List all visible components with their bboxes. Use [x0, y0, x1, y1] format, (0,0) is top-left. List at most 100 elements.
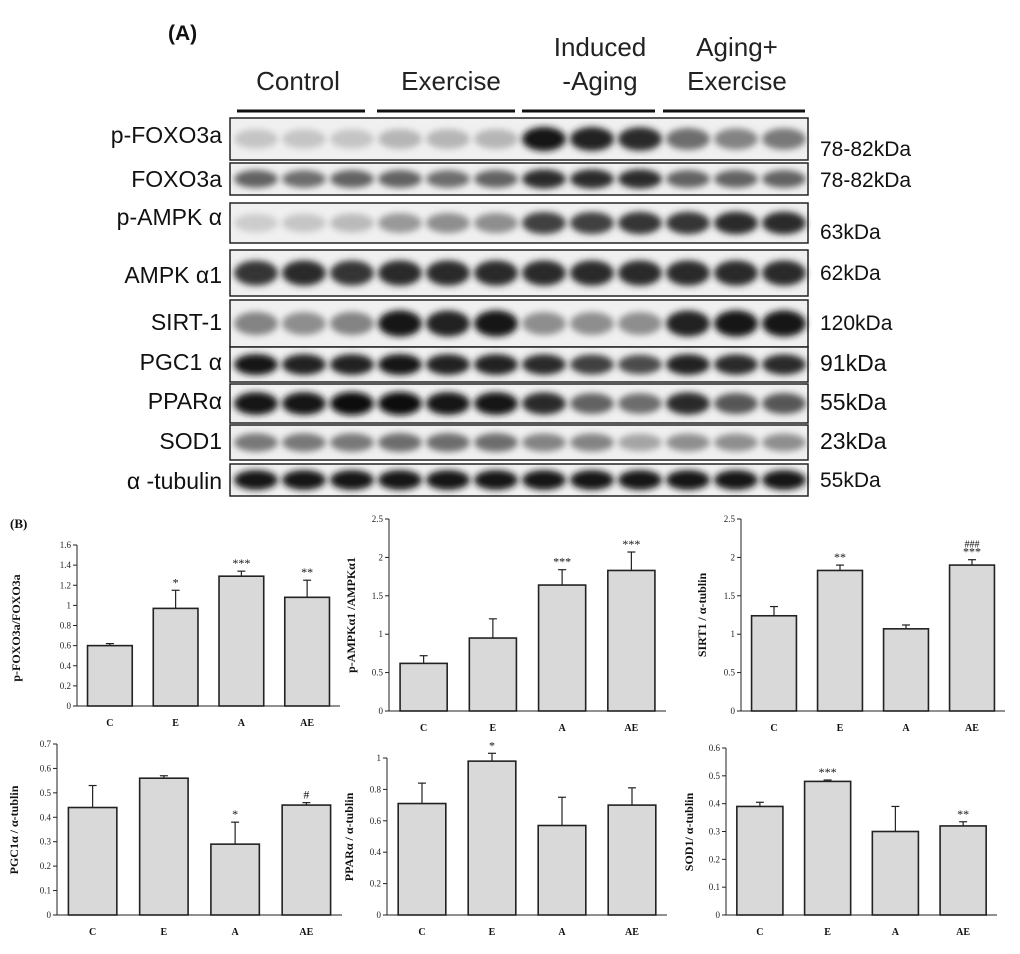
blot-band — [666, 128, 710, 150]
blot-band — [474, 170, 518, 188]
protein-label: FOXO3a — [131, 166, 222, 192]
blot-band — [666, 211, 710, 235]
blot-band — [714, 310, 758, 337]
blot-band — [378, 391, 422, 416]
category-label: E — [489, 927, 496, 938]
category-label: C — [770, 723, 777, 734]
blot-band — [474, 392, 518, 415]
y-axis-label: SOD1/ α-tublin — [682, 792, 696, 871]
blot-band — [378, 353, 422, 376]
blot-band — [570, 127, 614, 151]
y-axis-label: PPARα / α-tublin — [342, 792, 356, 881]
y-tick-label: 2 — [731, 552, 736, 562]
blot-band — [618, 311, 662, 336]
blot-band — [714, 433, 758, 452]
category-label: AE — [625, 927, 639, 938]
blot-band — [618, 354, 662, 375]
y-axis-label: PGC1α / α-tublin — [7, 785, 21, 874]
y-tick-label: 2 — [379, 552, 384, 562]
blot-band — [234, 260, 278, 286]
blot-band — [570, 354, 614, 375]
group-label: -Aging — [562, 66, 637, 96]
blot-band — [666, 470, 710, 490]
blot-band — [378, 470, 422, 490]
group-label: Induced — [554, 32, 647, 62]
category-label: AE — [624, 723, 638, 734]
y-tick-label: 0.7 — [40, 739, 52, 749]
blot-band — [618, 169, 662, 189]
category-label: AE — [299, 927, 313, 938]
blot-band — [378, 129, 422, 149]
blot-band — [378, 170, 422, 188]
category-label: A — [892, 927, 900, 938]
y-tick-label: 0.6 — [370, 816, 382, 826]
bar-chart: 0 0.1 0.2 0.3 0.4 0.5 0.6 0.7 PGC1α / α-tublin C E… — [7, 739, 342, 938]
blot-band — [762, 433, 806, 452]
blot-band — [330, 311, 374, 336]
blot-band — [522, 354, 566, 375]
kda-label: 62kDa — [820, 262, 881, 285]
blot-band — [426, 392, 470, 415]
blot-band — [474, 310, 518, 337]
blot-band — [282, 433, 326, 452]
blot-band — [618, 393, 662, 414]
blot-strip — [229, 202, 809, 244]
bar-chart: 0 0.2 0.4 0.6 0.8 1 PPARα / α-tublin C * E A AE — [342, 738, 667, 938]
blot-band — [330, 213, 374, 233]
blot-band — [282, 213, 326, 233]
blot-band — [330, 129, 374, 149]
blot-band — [282, 170, 326, 188]
bar — [537, 824, 587, 916]
blot-band — [474, 213, 518, 233]
bar-charts: 0 0.2 0.4 0.6 0.8 1 1.2 1.4 1.6 p-FOXO3a/FOXO3a C *… — [7, 514, 1005, 938]
blot-band — [474, 354, 518, 375]
blot-band — [426, 433, 470, 452]
blot-band — [474, 470, 518, 490]
significance-label: ** — [957, 807, 969, 821]
blot-band — [522, 311, 566, 336]
blot-band — [522, 470, 566, 490]
kda-label: 63kDa — [820, 221, 881, 244]
y-tick-label: 0.3 — [40, 837, 52, 847]
blot-band — [426, 260, 470, 286]
y-tick-label: 1.6 — [60, 540, 72, 550]
blot-band — [282, 129, 326, 149]
bar-chart: 0 0.2 0.4 0.6 0.8 1 1.2 1.4 1.6 p-FOXO3a/FOXO3a C *… — [9, 540, 340, 729]
y-tick-label: 0.6 — [40, 763, 52, 773]
y-axis-label: p-AMPKα1 /AMPKα1 — [344, 557, 358, 673]
category-label: C — [418, 927, 425, 938]
group-headers: Control Exercise Induced -Aging Aging+ Exerci… — [237, 32, 805, 113]
blot-band — [474, 260, 518, 286]
blot-band — [762, 470, 806, 490]
category-label: AE — [956, 927, 970, 938]
blot-band — [378, 213, 422, 233]
y-tick-label: 0.2 — [709, 854, 720, 864]
blot-band — [714, 260, 758, 286]
kda-label: 55kDa — [820, 469, 881, 492]
blot-band — [234, 170, 278, 188]
category-label: C — [756, 927, 763, 938]
blot-band — [762, 260, 806, 286]
bar — [816, 569, 864, 712]
bar — [152, 607, 199, 707]
blot-band — [714, 470, 758, 490]
blot-band — [762, 392, 806, 415]
significance-label: * — [489, 738, 495, 752]
category-label: C — [106, 718, 113, 729]
y-tick-label: 0.5 — [724, 668, 736, 678]
blot-band — [714, 128, 758, 150]
y-tick-label: 2.5 — [372, 514, 384, 524]
significance-label: # — [303, 788, 309, 802]
bar — [871, 830, 920, 916]
y-tick-label: 0.4 — [40, 812, 52, 822]
bar — [218, 575, 265, 707]
panel-a-label: (A) — [168, 22, 197, 45]
y-tick-label: 1.4 — [60, 560, 72, 570]
blot-band — [666, 354, 710, 375]
bar — [283, 596, 331, 707]
blot-band — [282, 392, 326, 415]
y-axis-label: SIRT1 / α-tublin — [695, 573, 709, 658]
category-label: A — [558, 927, 566, 938]
blot-band — [762, 170, 806, 188]
